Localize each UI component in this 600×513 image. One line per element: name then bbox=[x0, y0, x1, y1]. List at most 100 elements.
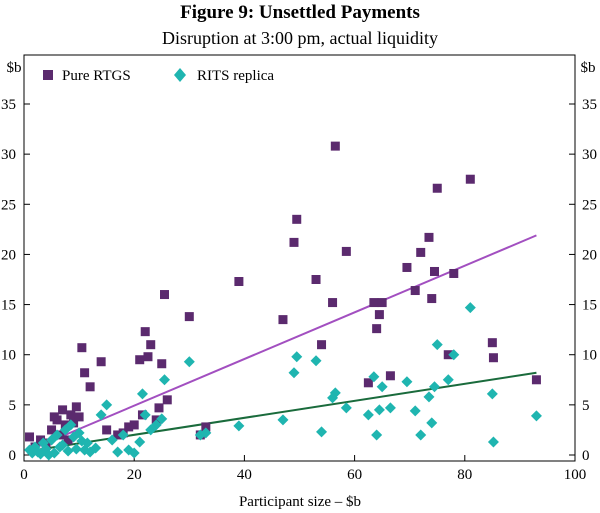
point-pure-rtgs bbox=[317, 340, 327, 350]
y-tick-label-left: 30 bbox=[1, 147, 16, 163]
y-axis-left-unit: $b bbox=[7, 60, 22, 76]
point-rits-replica bbox=[409, 405, 421, 417]
point-rits-replica bbox=[139, 409, 151, 421]
point-pure-rtgs bbox=[429, 266, 439, 276]
point-pure-rtgs bbox=[143, 352, 153, 362]
point-rits-replica bbox=[48, 447, 60, 459]
point-rits-replica bbox=[431, 339, 443, 351]
point-rits-replica bbox=[401, 376, 413, 388]
point-rits-replica bbox=[486, 388, 498, 400]
point-rits-replica bbox=[136, 388, 148, 400]
point-pure-rtgs bbox=[372, 324, 382, 334]
y-tick-label-left: 5 bbox=[9, 398, 17, 414]
point-rits-replica bbox=[90, 442, 102, 454]
point-pure-rtgs bbox=[292, 214, 302, 224]
point-pure-rtgs bbox=[424, 232, 434, 242]
y-axis-right: 0 5 10 15 20 25 30 35 bbox=[569, 97, 597, 464]
x-tick-label: 0 bbox=[20, 467, 28, 483]
point-rits-replica bbox=[62, 445, 74, 457]
point-pure-rtgs bbox=[443, 350, 453, 360]
point-pure-rtgs bbox=[402, 262, 412, 272]
point-pure-rtgs bbox=[465, 174, 475, 184]
point-pure-rtgs bbox=[140, 327, 150, 337]
point-pure-rtgs bbox=[154, 403, 164, 413]
point-pure-rtgs bbox=[80, 368, 90, 378]
point-pure-rtgs bbox=[289, 237, 299, 247]
point-rits-replica bbox=[81, 437, 93, 449]
point-rits-replica bbox=[57, 439, 69, 451]
x-axis-label: Participant size – $b bbox=[239, 494, 361, 510]
point-pure-rtgs bbox=[328, 298, 338, 308]
point-rits-replica bbox=[101, 399, 113, 411]
point-pure-rtgs bbox=[330, 141, 340, 151]
point-rits-replica bbox=[183, 356, 195, 368]
point-pure-rtgs bbox=[278, 315, 288, 325]
point-rits-replica bbox=[70, 443, 82, 455]
x-tick-label: 80 bbox=[457, 467, 472, 483]
point-pure-rtgs bbox=[58, 405, 68, 415]
point-pure-rtgs bbox=[374, 310, 384, 320]
point-pure-rtgs bbox=[311, 275, 321, 284]
point-pure-rtgs bbox=[385, 371, 395, 381]
data-points bbox=[24, 141, 542, 461]
y-axis-right-unit: $b bbox=[581, 60, 596, 76]
y-tick-label-left: 10 bbox=[1, 348, 16, 364]
x-tick-label: 20 bbox=[127, 467, 142, 483]
x-tick-label: 100 bbox=[564, 467, 587, 483]
y-tick-label-right: 30 bbox=[582, 147, 597, 163]
point-pure-rtgs bbox=[66, 410, 76, 420]
y-tick-label-right: 25 bbox=[582, 197, 597, 213]
y-tick-label-left: 15 bbox=[1, 298, 16, 314]
point-pure-rtgs bbox=[77, 343, 87, 353]
y-tick-label-left: 0 bbox=[9, 448, 17, 464]
point-rits-replica bbox=[291, 351, 303, 363]
point-pure-rtgs bbox=[129, 420, 139, 430]
point-pure-rtgs bbox=[410, 286, 420, 296]
point-pure-rtgs bbox=[36, 435, 46, 445]
chart-subtitle: Disruption at 3:00 pm, actual liquidity bbox=[162, 28, 438, 48]
point-rits-replica bbox=[415, 429, 427, 441]
point-pure-rtgs bbox=[449, 268, 459, 278]
point-rits-replica bbox=[373, 404, 385, 416]
legend-marker-pure-rtgs bbox=[43, 70, 53, 80]
point-rits-replica bbox=[65, 419, 77, 431]
point-pure-rtgs bbox=[157, 359, 167, 369]
point-rits-replica bbox=[117, 429, 129, 441]
point-pure-rtgs bbox=[85, 382, 95, 392]
point-rits-replica bbox=[233, 420, 245, 432]
point-pure-rtgs bbox=[234, 277, 244, 287]
point-rits-replica bbox=[371, 429, 383, 441]
y-tick-label-left: 20 bbox=[1, 247, 16, 263]
point-rits-replica bbox=[327, 392, 339, 404]
point-pure-rtgs bbox=[416, 247, 426, 257]
point-rits-replica bbox=[288, 367, 300, 379]
point-pure-rtgs bbox=[488, 353, 498, 363]
point-pure-rtgs bbox=[113, 430, 123, 440]
point-pure-rtgs bbox=[47, 425, 57, 435]
point-pure-rtgs bbox=[102, 425, 112, 435]
point-pure-rtgs bbox=[71, 402, 81, 412]
y-tick-label-right: 15 bbox=[582, 298, 597, 314]
y-tick-label-right: 0 bbox=[582, 448, 590, 464]
point-pure-rtgs bbox=[432, 183, 442, 193]
y-tick-label-left: 35 bbox=[1, 97, 16, 113]
legend-marker-rits-replica bbox=[174, 68, 186, 82]
point-rits-replica bbox=[310, 355, 322, 367]
legend: Pure RTGS RITS replica bbox=[43, 68, 274, 84]
point-rits-replica bbox=[200, 427, 212, 439]
point-rits-replica bbox=[362, 409, 374, 421]
point-rits-replica bbox=[487, 436, 499, 448]
point-rits-replica bbox=[128, 447, 140, 459]
point-pure-rtgs bbox=[135, 355, 145, 365]
point-pure-rtgs bbox=[427, 294, 437, 304]
point-rits-replica bbox=[426, 417, 438, 429]
point-pure-rtgs bbox=[201, 422, 211, 432]
point-rits-replica bbox=[316, 426, 328, 438]
point-pure-rtgs bbox=[369, 298, 379, 308]
point-pure-rtgs bbox=[52, 415, 62, 425]
point-pure-rtgs bbox=[74, 412, 84, 422]
point-pure-rtgs bbox=[377, 298, 387, 308]
chart-title: Figure 9: Unsettled Payments bbox=[180, 2, 420, 23]
x-tick-label: 60 bbox=[347, 467, 362, 483]
